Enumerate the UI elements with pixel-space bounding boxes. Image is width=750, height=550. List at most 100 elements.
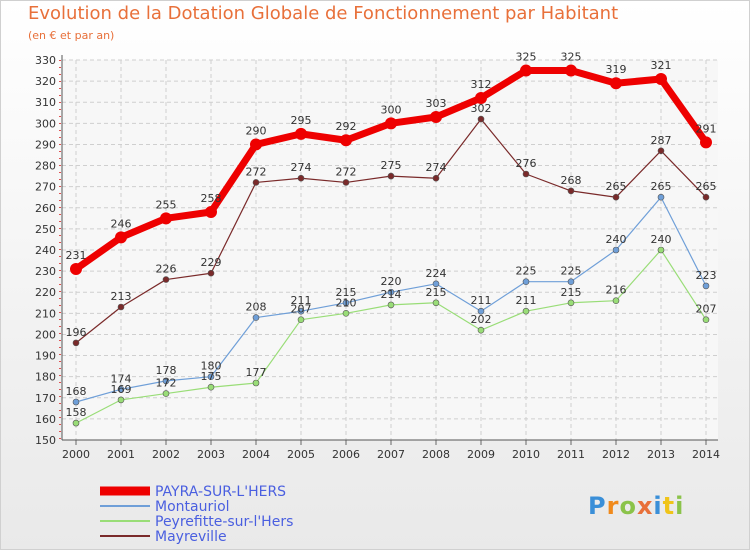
data-label: 319	[606, 63, 627, 76]
y-tick-label: 230	[35, 265, 56, 278]
data-label: 265	[696, 180, 717, 193]
data-label: 210	[336, 296, 357, 309]
y-tick-label: 180	[35, 371, 56, 384]
data-point	[252, 379, 260, 387]
data-point	[700, 136, 712, 149]
data-point	[117, 396, 125, 404]
data-point	[342, 310, 350, 317]
y-tick-label: 240	[35, 244, 56, 257]
data-point	[72, 398, 80, 406]
data-point	[207, 383, 215, 391]
data-label: 225	[561, 265, 582, 278]
data-point	[115, 231, 127, 244]
x-tick-label: 2009	[467, 448, 495, 461]
data-point	[702, 193, 710, 201]
data-point	[567, 187, 575, 195]
data-label: 321	[651, 59, 672, 72]
data-label: 240	[651, 233, 672, 246]
data-point	[340, 134, 352, 147]
data-point	[160, 212, 172, 225]
data-point	[297, 174, 305, 182]
data-label: 158	[66, 406, 87, 419]
data-point	[385, 117, 397, 130]
data-label: 226	[156, 263, 177, 276]
data-point	[522, 170, 530, 178]
data-point	[522, 307, 530, 315]
x-tick-label: 2005	[287, 448, 315, 461]
data-point	[387, 172, 395, 180]
y-tick-label: 330	[35, 54, 56, 67]
data-point	[432, 280, 440, 288]
data-label: 211	[471, 294, 492, 307]
data-point	[477, 326, 485, 334]
data-point	[70, 263, 82, 275]
data-label: 268	[561, 174, 582, 187]
data-label: 178	[156, 364, 177, 377]
data-point	[430, 111, 442, 123]
y-tick-label: 310	[35, 96, 56, 109]
data-label: 274	[426, 161, 447, 174]
data-label: 240	[606, 233, 627, 246]
data-label: 196	[66, 326, 87, 339]
y-tick-label: 260	[35, 202, 56, 215]
data-label: 292	[336, 120, 357, 133]
y-tick-label: 300	[35, 117, 56, 130]
data-label: 223	[696, 269, 717, 282]
data-label: 300	[381, 103, 402, 116]
data-label: 325	[516, 51, 537, 64]
data-label: 215	[336, 286, 357, 299]
data-point	[702, 282, 710, 290]
y-tick-label: 210	[35, 307, 56, 320]
data-point	[432, 174, 440, 182]
x-tick-label: 2010	[512, 448, 540, 461]
data-label: 229	[201, 256, 222, 269]
x-tick-label: 2012	[602, 448, 630, 461]
data-label: 207	[696, 303, 717, 316]
data-label: 265	[651, 180, 672, 193]
data-point	[612, 246, 620, 254]
data-point	[250, 138, 262, 151]
x-tick-label: 2013	[647, 448, 675, 461]
data-label: 272	[246, 165, 267, 178]
data-point	[295, 127, 307, 140]
y-tick-label: 200	[35, 328, 56, 341]
data-label: 265	[606, 180, 627, 193]
data-point	[207, 373, 215, 380]
data-point	[72, 419, 80, 427]
data-point	[610, 77, 622, 90]
data-label: 302	[471, 102, 492, 115]
x-tick-label: 2011	[557, 448, 585, 461]
chart-subtitle: (en € et par an)	[28, 29, 115, 42]
data-label: 211	[516, 294, 537, 307]
data-label: 208	[246, 301, 267, 314]
data-label: 287	[651, 134, 672, 147]
data-point	[387, 288, 395, 296]
data-point	[207, 269, 215, 277]
data-label: 246	[111, 217, 132, 230]
data-point	[657, 193, 665, 201]
data-label: 169	[111, 383, 132, 396]
data-point	[432, 299, 440, 307]
data-point	[297, 316, 305, 323]
data-point	[205, 206, 217, 218]
x-tick-label: 2008	[422, 448, 450, 461]
data-point	[387, 301, 395, 309]
data-label: 275	[381, 159, 402, 172]
data-point	[117, 303, 125, 311]
y-tick-label: 320	[35, 75, 56, 88]
data-label: 177	[246, 366, 267, 379]
data-point	[162, 390, 170, 397]
legend-label: Montauriol	[155, 499, 230, 515]
data-point	[477, 115, 485, 123]
data-label: 168	[66, 385, 87, 398]
data-label: 258	[201, 192, 222, 205]
data-label: 231	[66, 249, 87, 262]
data-label: 180	[201, 360, 222, 373]
data-point	[252, 314, 260, 321]
data-label: 290	[246, 124, 267, 137]
data-label: 175	[201, 370, 222, 383]
data-label: 312	[471, 78, 492, 91]
data-point	[657, 147, 665, 155]
data-point	[520, 64, 532, 77]
